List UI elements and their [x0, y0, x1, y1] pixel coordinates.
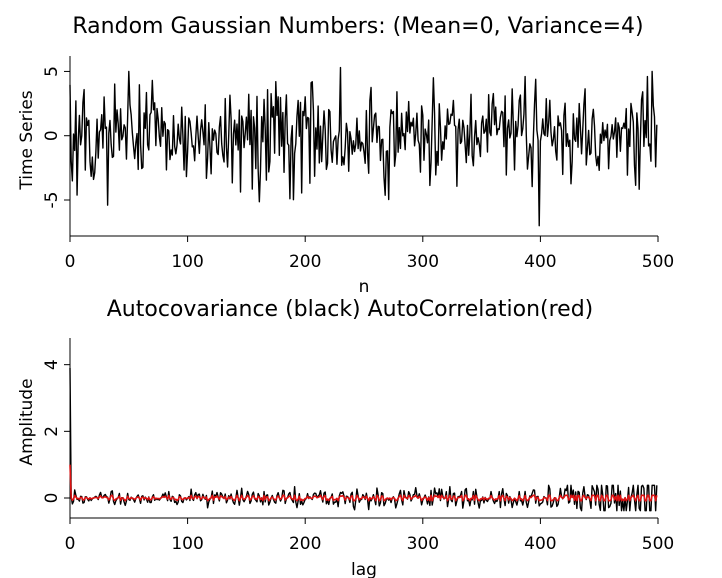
autocorrelation-line	[69, 464, 658, 502]
time-series-xlabel: n	[359, 277, 370, 297]
autocov-series	[69, 367, 658, 512]
autocov-ytick-label: 2	[42, 426, 62, 437]
autocov-xlabel: lag	[351, 560, 377, 578]
time-series-xtick-label: 200	[289, 252, 321, 272]
time-series-title: Random Gaussian Numbers: (Mean=0, Varian…	[72, 14, 643, 39]
autocov-ticks: 0 100 200 300 400 500 0 2 4	[42, 359, 674, 554]
time-series-xtick-label: 300	[407, 252, 439, 272]
autocov-panel: Autocovariance (black) AutoCorrelation(r…	[17, 297, 674, 578]
autocov-xtick-label: 500	[642, 534, 674, 554]
time-series-xtick-label: 100	[171, 252, 203, 272]
time-series-ytick-label: -5	[42, 192, 62, 209]
time-series-ytick-label: 0	[42, 130, 62, 141]
time-series-xtick-label: 500	[642, 252, 674, 272]
autocovariance-line	[69, 367, 658, 512]
autocov-xtick-label: 300	[407, 534, 439, 554]
time-series-ytick-label: 5	[42, 66, 62, 77]
autocov-xtick-label: 100	[171, 534, 203, 554]
time-series-xtick-label: 0	[65, 252, 76, 272]
time-series-panel: Random Gaussian Numbers: (Mean=0, Varian…	[17, 14, 674, 297]
time-series-line	[69, 66, 658, 227]
time-series-xtick-label: 400	[524, 252, 556, 272]
autocov-title: Autocovariance (black) AutoCorrelation(r…	[107, 297, 594, 322]
autocov-xtick-label: 200	[289, 534, 321, 554]
autocov-xtick-label: 400	[524, 534, 556, 554]
autocov-ylabel: Amplitude	[17, 378, 37, 465]
time-series-ylabel: Time Series	[17, 90, 37, 190]
time-series-ticks: 0 100 200 300 400 500 -5 0 5	[42, 66, 674, 272]
autocov-ytick-label: 4	[42, 359, 62, 370]
time-series-series	[69, 66, 658, 227]
autocov-xtick-label: 0	[65, 534, 76, 554]
autocov-ytick-label: 0	[42, 493, 62, 504]
